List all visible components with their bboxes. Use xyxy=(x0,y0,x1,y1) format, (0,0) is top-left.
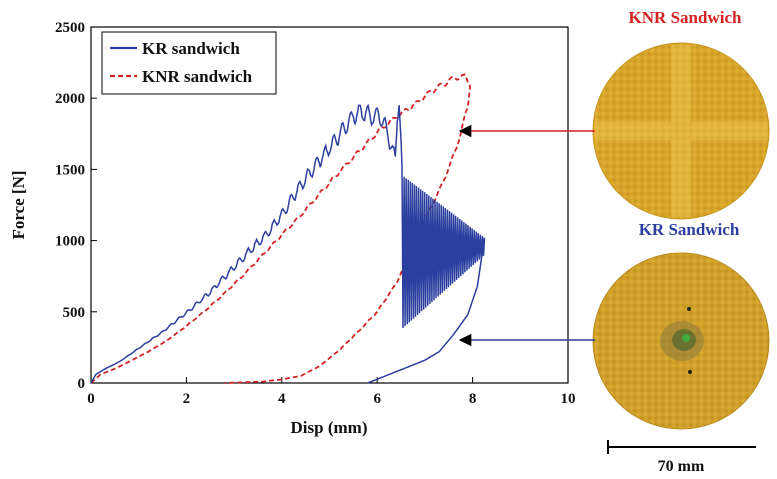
legend: KR sandwich KNR sandwich xyxy=(101,31,277,95)
plot-frame xyxy=(90,26,569,384)
y-tick-label: 1000 xyxy=(55,234,85,250)
kr-sample-title: KR Sandwich xyxy=(639,220,740,239)
y-tick-label: 500 xyxy=(63,305,86,321)
knr-sample-cross-mark xyxy=(594,45,768,217)
series-layer xyxy=(90,73,486,384)
kr-sample-edge xyxy=(592,252,770,430)
x-tick-label: 0 xyxy=(87,391,95,407)
legend-label-knr: KNR sandwich xyxy=(142,67,253,86)
y-axis-title: Force [N] xyxy=(9,170,28,239)
scale-bar-label: 70 mm xyxy=(658,458,705,475)
kr-sample-impact-damage xyxy=(660,307,704,374)
y-tick-label: 2500 xyxy=(55,20,85,36)
x-tick-label: 4 xyxy=(278,391,286,407)
x-axis-ticks: 0 2 4 6 8 10 xyxy=(87,377,576,407)
knr-sample-photo xyxy=(593,43,769,219)
knr-sample-title: KNR Sandwich xyxy=(629,8,742,27)
scale-bar xyxy=(607,440,756,454)
x-tick-label: 2 xyxy=(183,391,191,407)
x-tick-label: 8 xyxy=(469,391,477,407)
legend-label-kr: KR sandwich xyxy=(142,39,240,58)
x-tick-label: 10 xyxy=(561,391,576,407)
series-line-kr xyxy=(90,103,486,384)
x-axis-title: Disp (mm) xyxy=(291,418,368,437)
x-tick-label: 6 xyxy=(373,391,381,407)
series-line-knr xyxy=(90,73,472,384)
legend-box xyxy=(101,31,277,95)
y-tick-label: 2000 xyxy=(55,91,85,107)
y-tick-label: 1500 xyxy=(55,162,85,178)
y-axis-ticks: 0 500 1000 1500 2000 2500 xyxy=(55,20,97,392)
y-tick-label: 0 xyxy=(78,376,86,392)
